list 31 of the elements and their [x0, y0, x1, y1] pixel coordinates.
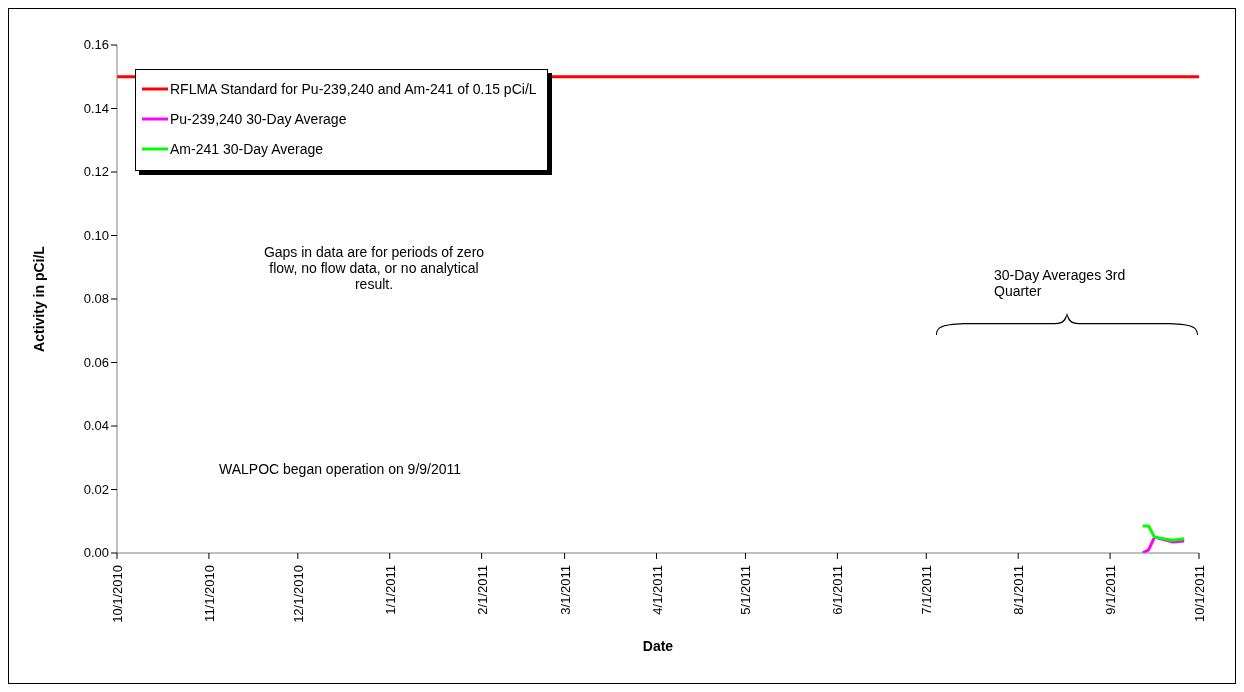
y-tick-label: 0.08 — [83, 291, 109, 306]
y-tick-label: 0.02 — [83, 481, 109, 497]
x-tick-label: 6/1/2011 — [830, 565, 846, 615]
x-axis-title: Date — [642, 638, 674, 654]
x-tick-label: 5/1/2011 — [738, 565, 754, 615]
x-tick-label: 11/1/2010 — [201, 565, 217, 622]
x-tick-label: 9/1/2011 — [1103, 565, 1119, 615]
x-tick-label: 12/1/2010 — [290, 565, 306, 623]
y-tick-label: 0.10 — [83, 227, 109, 243]
x-tick-label: 4/1/2011 — [649, 565, 665, 615]
y-tick-label: 0.06 — [83, 354, 109, 370]
x-tick-label: 1/1/2011 — [382, 565, 398, 615]
legend-label: Pu-239,240 30-Day Average — [170, 111, 347, 127]
x-tick-label: 2/1/2011 — [474, 565, 490, 615]
x-tick-label: 7/1/2011 — [919, 565, 935, 615]
x-tick-label: 8/1/2011 — [1011, 565, 1027, 615]
annotation: WALPOC began operation on 9/9/2011 — [219, 461, 463, 477]
y-tick-label: 0.12 — [83, 164, 109, 179]
y-tick-label: 0.00 — [83, 545, 109, 560]
legend-label: Am-241 30-Day Average — [170, 141, 324, 157]
x-tick-label: 10/1/2010 — [110, 565, 125, 623]
annotation: Gaps in data are for periods of zero flow, no flow data, or no analytical result. — [262, 244, 486, 292]
x-tick-label: 3/1/2011 — [557, 565, 573, 615]
y-tick-label: 0.14 — [83, 100, 109, 116]
legend-label: RFLMA Standard for Pu-239,240 and Am-241 of 0.15 pCi/L — [170, 81, 537, 97]
line-series — [1141, 524, 1186, 542]
x-tick-label: 10/1/2011 — [1192, 565, 1207, 622]
y-tick-label: 0.16 — [83, 37, 109, 52]
y-tick-label: 0.04 — [83, 418, 109, 433]
y-axis-title: Activity in pCi/L — [30, 245, 47, 352]
annotation: 30-Day Averages 3rd Quarter — [994, 267, 1127, 299]
